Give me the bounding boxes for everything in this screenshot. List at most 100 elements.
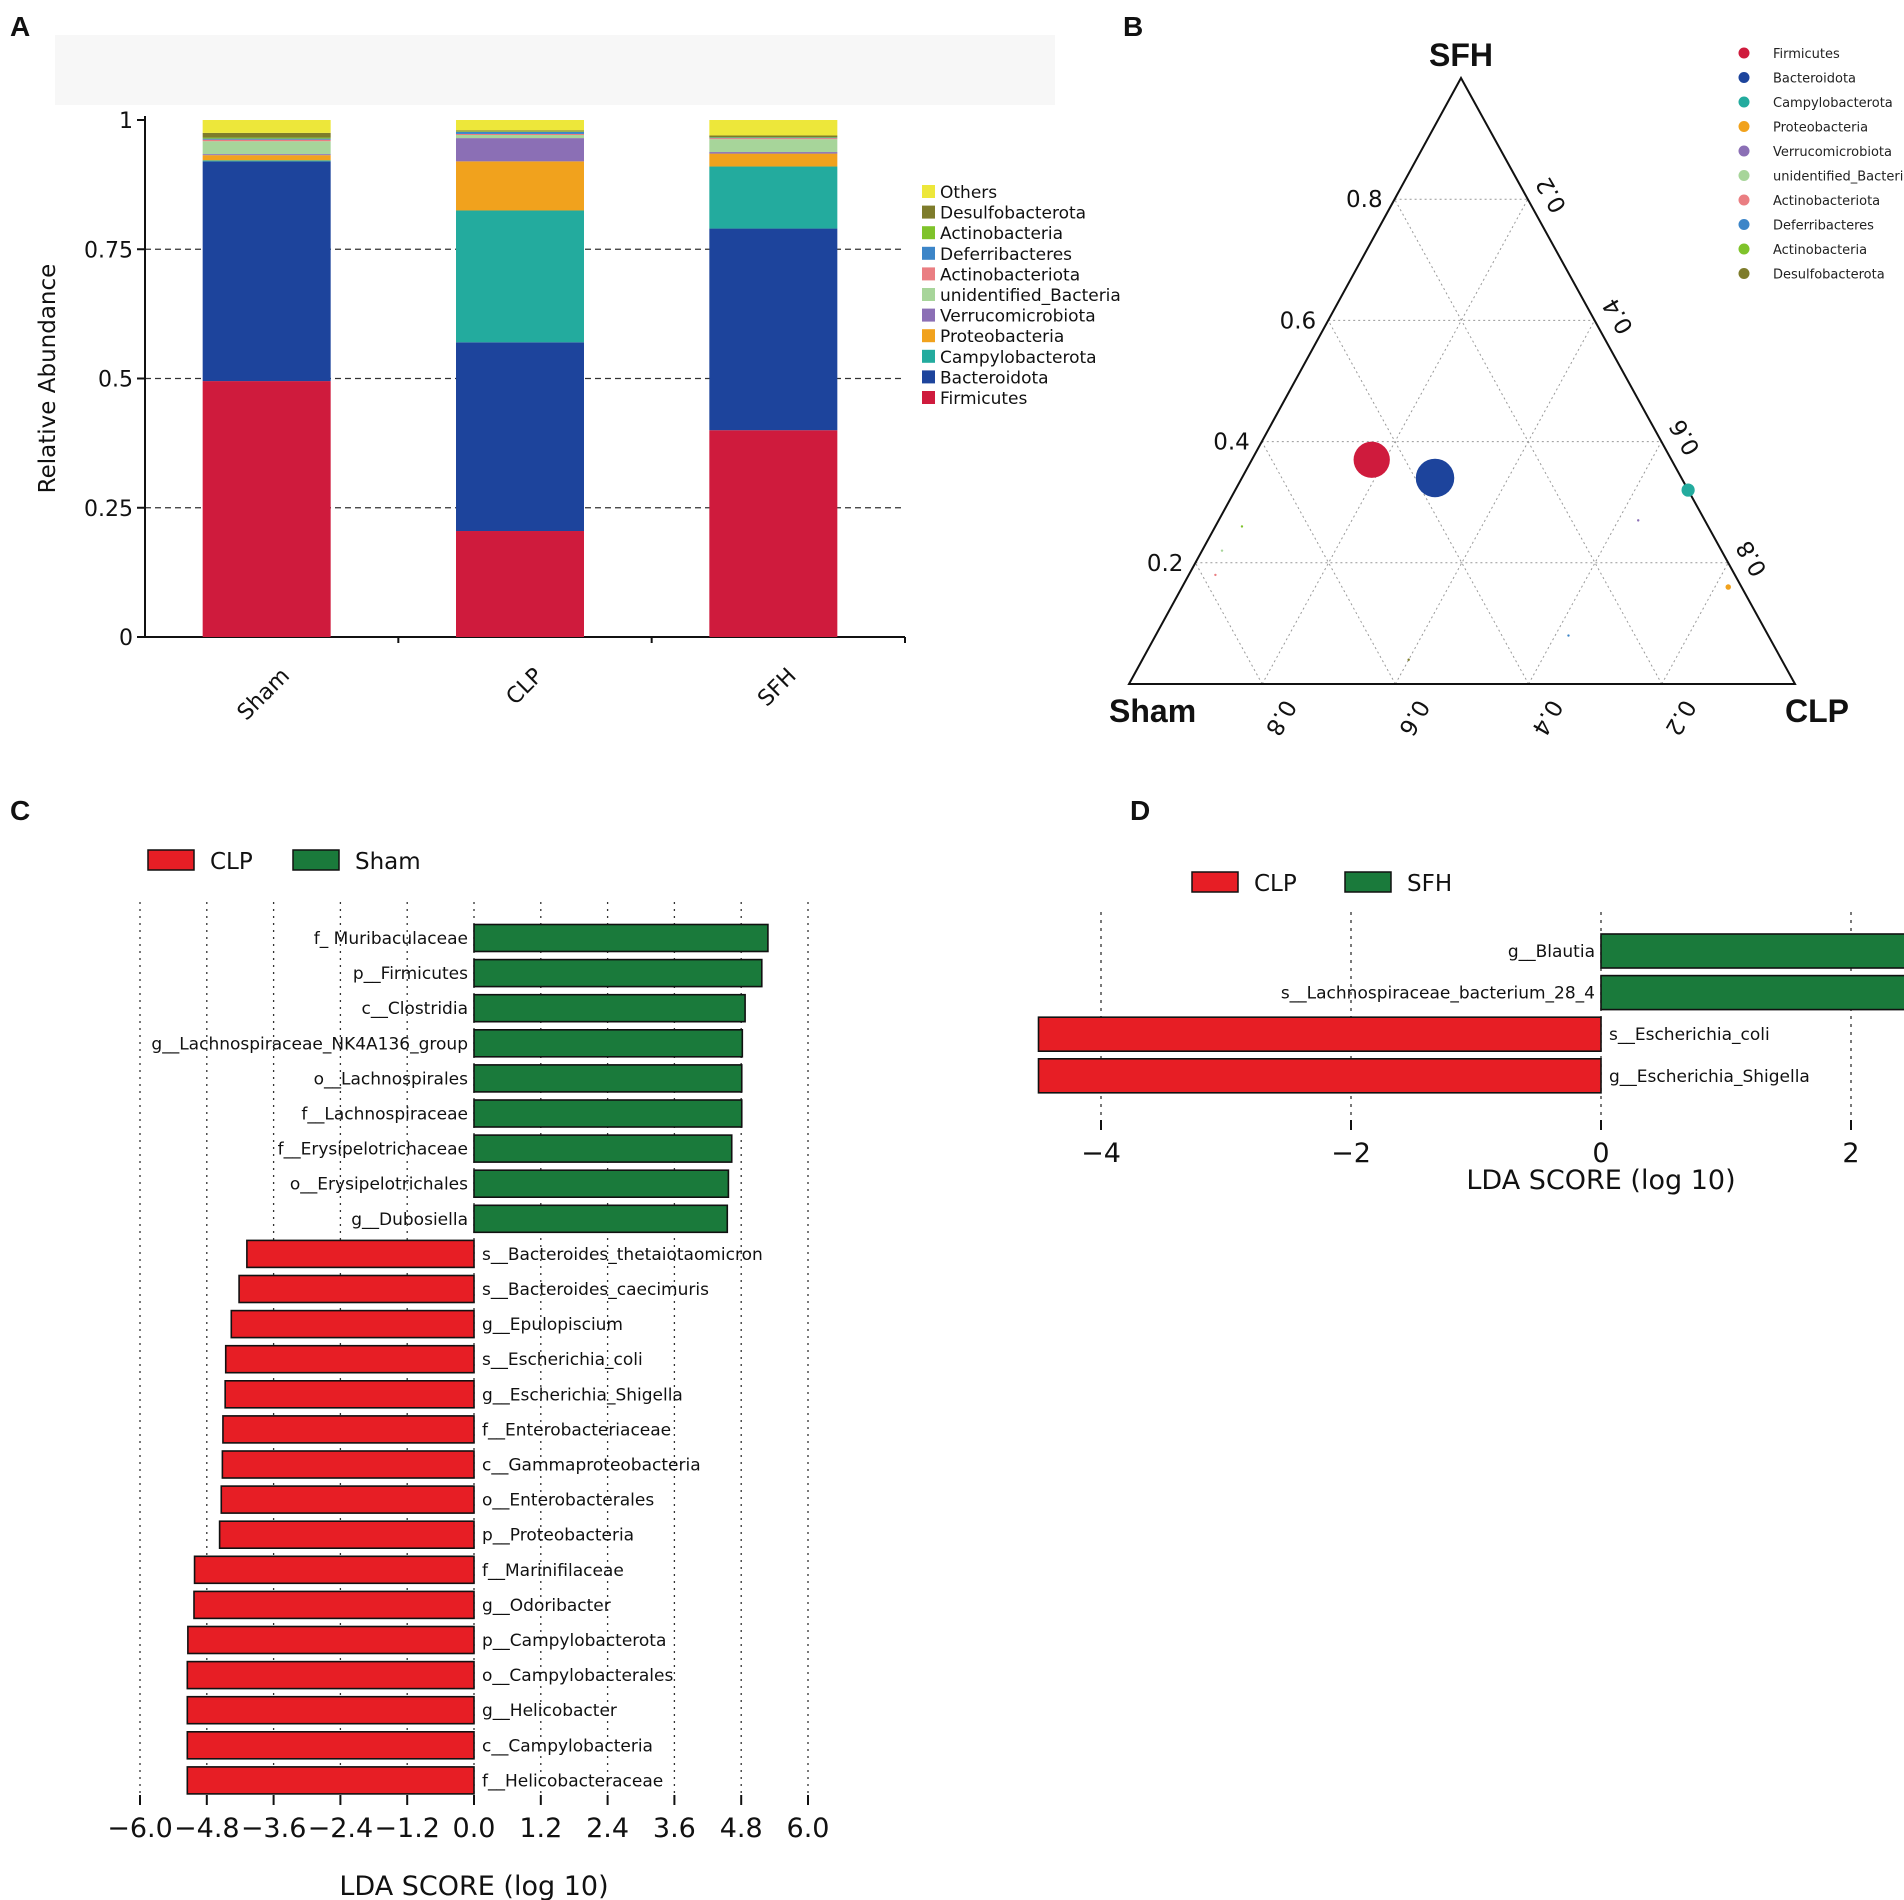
bar-segment-clp-campylobacterota [456, 210, 584, 343]
x-tick-label: 6.0 [787, 1813, 830, 1844]
bar-segment-sham-others [202, 120, 331, 133]
legend-swatch-clp [1191, 871, 1239, 893]
bar-segment-sfh-firmicutes [709, 430, 838, 637]
bar-segment-sham-actinobacteria [202, 137, 331, 139]
lda-label-c-campylobacteria: c__Campylobacteria [482, 1736, 653, 1756]
legend-label-actinobacteria: Actinobacteria [940, 224, 1063, 244]
grid-line [1194, 562, 1263, 685]
lda-label-g-helicobacter: g__Helicobacter [482, 1701, 617, 1721]
lda-label-o-campylobacterales: o__Campylobacterales [482, 1666, 673, 1686]
lda-label-g-escherichia-shigella: g__Escherichia_Shigella [482, 1385, 683, 1405]
lda-bar-g-dubosiella [473, 1204, 729, 1234]
bar-segment-sham-unidentified-bacteria [202, 141, 331, 155]
legend-dot-deferribacteres [1738, 219, 1750, 230]
x-tick-label: −4.8 [174, 1813, 240, 1844]
lda-bar-g-escherichia-shigella [224, 1380, 475, 1409]
legend-dot-desulfobacterota [1738, 268, 1750, 279]
lda-bar-g-blautia [1600, 933, 1904, 969]
lda-label-g-odoribacter: g__Odoribacter [482, 1596, 611, 1616]
bar-segment-sfh-unidentified-bacteria [709, 139, 838, 153]
right-edge-tick-label: 0.2 [1531, 172, 1572, 217]
legend-label-desulfobacterota: Desulfobacterota [940, 204, 1086, 224]
bar-segment-sfh-desulfobacterota [709, 135, 838, 138]
y-tick-label: 1 [119, 109, 133, 134]
lda-bar-o-enterobacterales [220, 1485, 475, 1514]
legend-dot-bacteroidota [1738, 72, 1750, 83]
lda-label-g-epulopiscium: g__Epulopiscium [482, 1315, 623, 1335]
grid-line [1528, 441, 1662, 685]
bar-segment-clp-others [456, 120, 584, 131]
legend-swatch-others [922, 185, 935, 198]
bar-segment-sfh-campylobacterota [709, 166, 838, 229]
legend-swatch-sham [292, 849, 340, 871]
bar-segment-clp-actinobacteriota [456, 133, 584, 135]
bar-segment-sfh-bacteroidota [709, 228, 838, 431]
x-tick-label: 2 [1842, 1138, 1859, 1169]
bar-segment-clp-unidentified-bacteria [456, 134, 584, 139]
panel-d-lda-chart: CLPSFH−4−2024g__Blautias__Lachnospiracea… [1037, 871, 1904, 1196]
legend-swatch-firmicutes [922, 391, 935, 404]
lda-bar-g-odoribacter [193, 1590, 475, 1620]
lda-bar-f-enterobacteriaceae [222, 1415, 475, 1444]
lda-bar-f-erysipelotrichaceae [473, 1134, 733, 1163]
panel-b-ternary-plot: SFH Sham CLP 0.2 0.4 0.6 0.8 0.2 0.4 0.6 0.8 0.8 0.6… [1109, 37, 1904, 740]
legend-swatch-campylobacterota [922, 349, 935, 363]
lda-bar-f-muribaculaceae [473, 923, 769, 953]
y-tick-label: 0.25 [84, 497, 133, 522]
lda-label-f-helicobacteraceae: f__Helicobacteraceae [482, 1771, 663, 1791]
legend-label-clp: CLP [210, 849, 253, 875]
vertex-label-sfh: SFH [1429, 37, 1493, 73]
left-edge-tick-label: 0.4 [1213, 430, 1250, 456]
x-tick-label-clp: CLP [502, 664, 549, 711]
legend-label-others: Others [940, 183, 997, 203]
lda-label-s-escherichia-coli: s__Escherichia_coli [1609, 1025, 1770, 1045]
legend-label-proteobacteria: Proteobacteria [940, 327, 1064, 347]
bar-segment-clp-bacteroidota [456, 342, 584, 532]
bottom-edge-tick-label: 0.8 [1260, 695, 1301, 740]
lda-label-f-muribaculaceae: f_ Muribaculaceae [314, 929, 468, 949]
left-edge-tick-label: 0.8 [1346, 187, 1383, 213]
bar-segment-sham-desulfobacterota [202, 132, 331, 138]
legend-swatch-actinobacteriota [922, 267, 935, 281]
vertex-label-sham: Sham [1109, 693, 1196, 729]
grid-line [1661, 562, 1729, 685]
point-firmicutes [1353, 441, 1390, 478]
x-tick-label: 4.8 [720, 1813, 763, 1844]
lda-bar-s-escherichia-coli [1037, 1016, 1602, 1053]
y-tick-label: 0.5 [98, 368, 133, 393]
lda-bar-g-epulopiscium [230, 1309, 475, 1339]
x-tick-label: −2.4 [308, 1813, 374, 1844]
legend-swatch-bacteroidota [922, 370, 935, 384]
bar-segment-sham-firmicutes [202, 381, 331, 637]
point-proteobacteria [1725, 584, 1731, 590]
point-deferribacteres [1567, 634, 1570, 637]
lda-bar-f-marinifilaceae [193, 1555, 475, 1585]
bar-segment-sham-proteobacteria [202, 155, 331, 161]
legend-label-deferribacteres: Deferribacteres [940, 245, 1072, 265]
lda-label-f-marinifilaceae: f__Marinifilaceae [482, 1561, 624, 1581]
legend-swatch-verrucomicrobiota [922, 308, 935, 322]
lda-label-p-proteobacteria: p__Proteobacteria [482, 1526, 634, 1546]
panel-label-c: C [10, 795, 30, 826]
left-edge-tick-label: 0.6 [1280, 308, 1317, 334]
bar-segment-sham-deferribacteres [202, 138, 331, 140]
bar-segment-sfh-others [709, 120, 838, 136]
panel-label-d: D [1130, 795, 1150, 826]
legend-label-proteobacteria: Proteobacteria [1773, 121, 1868, 136]
lda-bar-o-lachnospirales [473, 1064, 743, 1093]
legend-label-actinobacteriota: Actinobacteriota [940, 265, 1080, 285]
legend-dot-actinobacteria [1738, 243, 1750, 255]
legend-swatch-unidentified-bacteria [922, 288, 935, 301]
lda-bar-o-erysipelotrichales [473, 1169, 730, 1198]
lda-label-f-enterobacteriaceae: f__Enterobacteriaceae [482, 1420, 671, 1440]
bar-segment-clp-verrucomicrobiota [456, 138, 584, 162]
x-tick-label: 1.2 [519, 1813, 562, 1844]
bar-segment-clp-proteobacteria [456, 161, 584, 211]
legend-dot-unidentified-bacteria [1738, 170, 1750, 181]
legend-dot-proteobacteria [1738, 121, 1750, 132]
lda-bar-o-campylobacterales [186, 1660, 475, 1690]
grid-line [1327, 320, 1530, 685]
x-tick-label-sham: Sham [233, 664, 295, 726]
lda-bar-g-lachnospiraceae-nk4a136-group [473, 1029, 744, 1058]
